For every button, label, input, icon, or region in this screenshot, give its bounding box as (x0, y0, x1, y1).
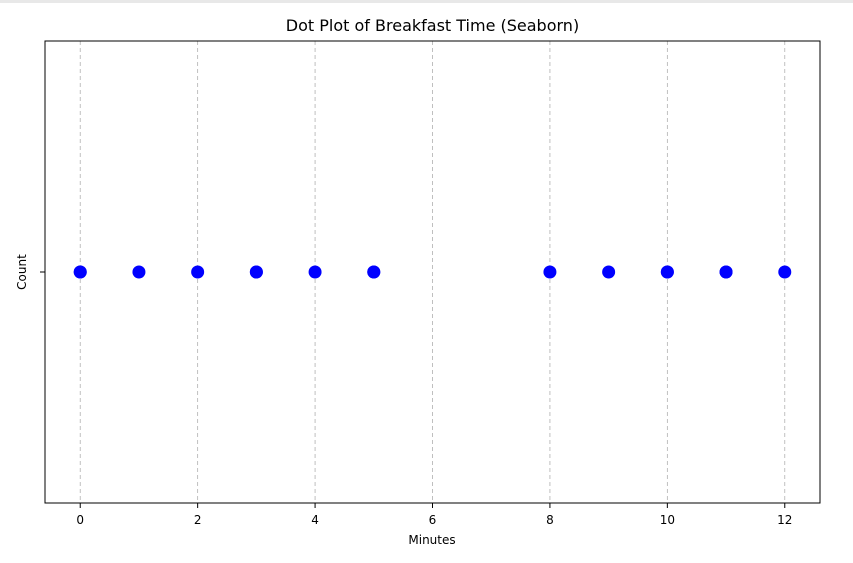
data-point (719, 265, 733, 279)
x-tick-label: 12 (777, 513, 792, 527)
top-divider (0, 0, 853, 3)
data-point (602, 265, 616, 279)
x-tick-label: 2 (194, 513, 202, 527)
data-point (73, 265, 87, 279)
data-point (543, 265, 557, 279)
x-axis-label: Minutes (408, 533, 455, 547)
data-point (367, 265, 381, 279)
data-point (191, 265, 205, 279)
x-tick-label: 4 (311, 513, 319, 527)
data-point (778, 265, 792, 279)
point-layer (73, 265, 792, 279)
x-tick-label: 8 (546, 513, 554, 527)
data-point (308, 265, 322, 279)
grid-layer (79, 41, 786, 503)
data-point (660, 265, 674, 279)
y-axis-label: Count (15, 254, 29, 290)
x-tick-label: 6 (429, 513, 437, 527)
data-point (132, 265, 146, 279)
data-point (249, 265, 263, 279)
x-tick-label: 0 (76, 513, 84, 527)
x-tick-layer: 0 2 4 6 8 10 12 (76, 503, 792, 527)
chart-title: Dot Plot of Breakfast Time (Seaborn) (285, 16, 580, 35)
x-tick-label: 10 (660, 513, 675, 527)
